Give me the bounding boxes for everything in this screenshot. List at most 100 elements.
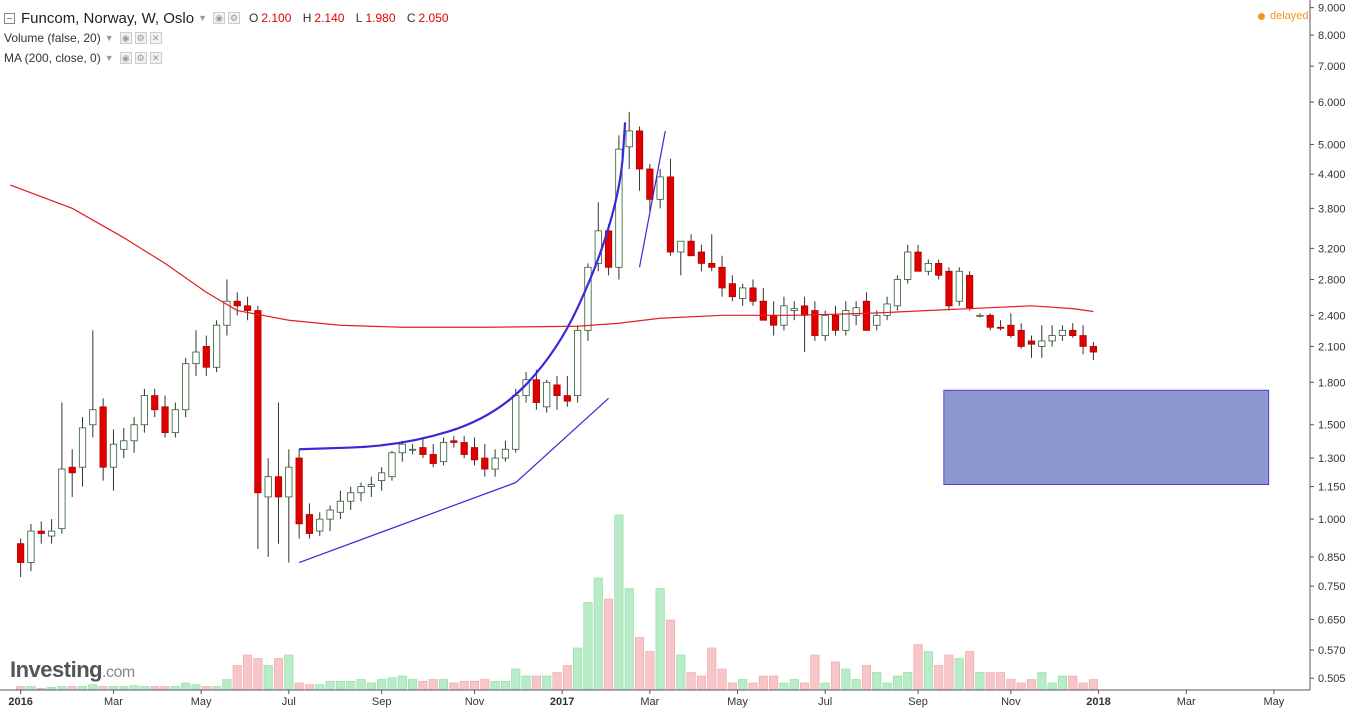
candle-body — [935, 262, 943, 276]
volume-bar — [965, 651, 975, 691]
volume-bar — [655, 588, 665, 691]
chevron-down-icon[interactable]: ▼ — [104, 53, 114, 63]
volume-bar — [593, 577, 603, 691]
candle-body — [37, 530, 45, 534]
delayed-label: delayed — [1270, 10, 1309, 22]
candle-body — [687, 240, 695, 257]
moving-average-layer — [10, 184, 1094, 328]
candle-body — [1017, 329, 1025, 347]
gear-icon[interactable]: ⚙ — [228, 12, 241, 24]
volume-bar — [243, 654, 253, 691]
eye-icon[interactable]: ◉ — [119, 32, 132, 44]
candle-body — [481, 457, 489, 470]
candle-body — [759, 300, 767, 321]
candle-body — [1058, 329, 1067, 336]
candle-body — [625, 130, 633, 148]
candle-body — [1048, 335, 1056, 342]
close-icon[interactable]: ✕ — [149, 52, 162, 64]
ohlc-open-key: O — [249, 11, 259, 25]
candle-body — [1038, 340, 1046, 347]
moving-average-line — [10, 184, 1094, 328]
volume-bar — [397, 675, 407, 691]
gear-icon[interactable]: ⚙ — [134, 52, 147, 64]
volume-bar — [1088, 679, 1098, 691]
candle-body — [99, 406, 107, 468]
x-tick-label: Nov — [465, 696, 485, 708]
volume-bar — [139, 686, 149, 691]
y-tick-label: 2.800 — [1318, 274, 1346, 286]
candle-body — [171, 409, 179, 434]
volume-bar — [892, 675, 902, 691]
volume-bar — [552, 672, 562, 691]
volume-bar — [934, 665, 944, 691]
ohlc-close-value: 2.050 — [418, 11, 449, 25]
close-icon[interactable]: ✕ — [149, 32, 162, 44]
volume-bar — [304, 684, 314, 691]
volume-bar — [129, 685, 139, 691]
candle-body — [1027, 340, 1036, 345]
candle-body — [646, 168, 654, 200]
volume-bars — [16, 514, 1098, 691]
y-tick-label: 1.000 — [1318, 514, 1346, 526]
y-tick-label: 0.650 — [1318, 614, 1346, 626]
candle-body — [656, 176, 664, 200]
volume-bar — [346, 680, 356, 691]
candle-body — [1007, 324, 1015, 336]
volume-bar — [428, 679, 438, 691]
gear-icon[interactable]: ⚙ — [134, 32, 147, 44]
collapse-icon[interactable] — [4, 12, 15, 24]
y-tick-label: 1.500 — [1318, 420, 1346, 432]
volume-bar — [77, 686, 88, 691]
y-tick-label: 0.570 — [1318, 645, 1346, 657]
candle-body — [78, 427, 87, 468]
candle-body — [821, 314, 829, 336]
volume-bar — [181, 682, 191, 691]
candle-body — [635, 130, 644, 170]
eye-icon[interactable]: ◉ — [119, 52, 132, 64]
volume-bar — [758, 675, 768, 691]
volume-bar — [387, 677, 397, 691]
eye-icon[interactable]: ◉ — [213, 12, 226, 24]
volume-bar — [108, 686, 118, 691]
candle-body — [770, 314, 778, 326]
candle-body — [955, 270, 963, 302]
ma-indicator-label: MA (200, close, 0) — [4, 51, 101, 65]
volume-bar — [1068, 675, 1078, 691]
volume-bar — [748, 682, 758, 691]
candle-body — [790, 308, 798, 311]
candle-body — [223, 300, 231, 326]
candle-body — [800, 305, 809, 316]
volume-bar — [944, 654, 954, 691]
candle-body — [501, 448, 510, 459]
candle-body — [58, 468, 66, 530]
y-tick-label: 5.000 — [1318, 139, 1346, 151]
volume-bar — [16, 686, 26, 691]
y-tick-label: 0.850 — [1318, 552, 1346, 564]
volume-bar — [1016, 682, 1026, 691]
volume-bar — [872, 672, 882, 691]
x-tick-label: May — [727, 696, 748, 708]
volume-bar — [686, 672, 696, 691]
volume-bar — [150, 686, 160, 691]
volume-bar — [954, 658, 964, 691]
candle-body — [326, 509, 334, 520]
y-tick-label: 9.000 — [1318, 3, 1346, 15]
volume-bar — [1006, 679, 1016, 691]
volume-bar — [160, 686, 170, 691]
candle-body — [728, 283, 736, 298]
volume-bar — [212, 686, 222, 691]
volume-bar — [459, 680, 469, 691]
chevron-down-icon[interactable]: ▼ — [198, 13, 208, 23]
candle-body — [409, 448, 417, 451]
y-tick-label: 0.505 — [1318, 673, 1346, 685]
ohlc-low-value: 1.980 — [365, 11, 396, 25]
candle-body — [904, 251, 912, 280]
target-zone-box — [943, 389, 1270, 485]
chevron-down-icon[interactable]: ▼ — [104, 33, 114, 43]
candle-body — [862, 300, 871, 331]
candle-body — [574, 329, 582, 397]
candle-body — [470, 447, 479, 461]
symbol-title: Funcom, Norway, W, Oslo — [21, 9, 195, 27]
candle-body — [243, 305, 252, 311]
